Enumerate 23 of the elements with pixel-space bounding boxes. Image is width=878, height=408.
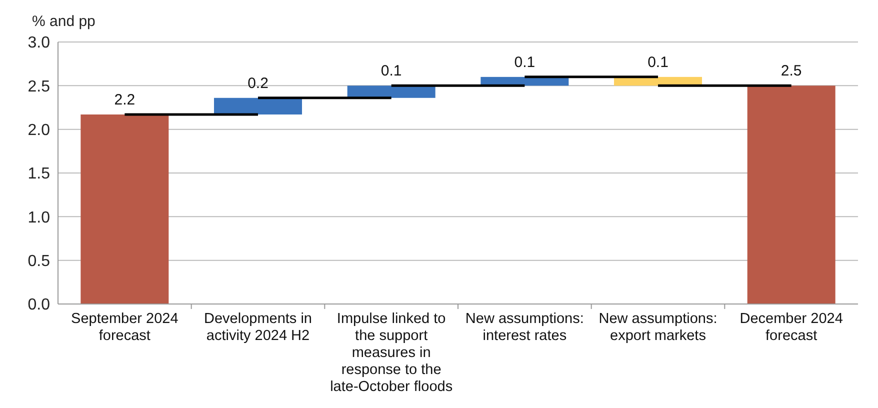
data-label: 0.1 (648, 54, 668, 71)
y-tick-label: 2.5 (28, 78, 50, 96)
bar (80, 114, 169, 304)
x-tick-label: New assumptions: export markets (598, 311, 718, 344)
data-label: 0.1 (380, 62, 402, 80)
data-label: 2.5 (780, 62, 802, 80)
x-tick-label: December 2024 forecast (740, 311, 843, 344)
x-tick-label: Impulse linked to the support measures in response to the late-October floods (330, 311, 453, 395)
data-label: 0.1 (514, 54, 536, 71)
y-tick-label: 0.0 (28, 296, 50, 314)
y-tick-label: 3.0 (28, 34, 50, 52)
y-axis-title: % and pp (32, 13, 96, 30)
y-tick-label: 1.5 (28, 166, 50, 183)
x-tick-label: September 2024 forecast (71, 311, 178, 344)
bar (214, 98, 302, 114)
y-tick-label: 2.0 (28, 122, 50, 139)
data-label: 0.2 (248, 74, 268, 92)
y-tick-label: 0.5 (28, 252, 50, 270)
x-tick-label: Developments in activity 2024 H2 (204, 311, 312, 344)
bar (747, 86, 836, 304)
y-tick-label: 1.0 (28, 209, 50, 226)
data-label: 2.2 (114, 91, 136, 108)
x-tick-label: New assumptions: interest rates (465, 311, 584, 344)
